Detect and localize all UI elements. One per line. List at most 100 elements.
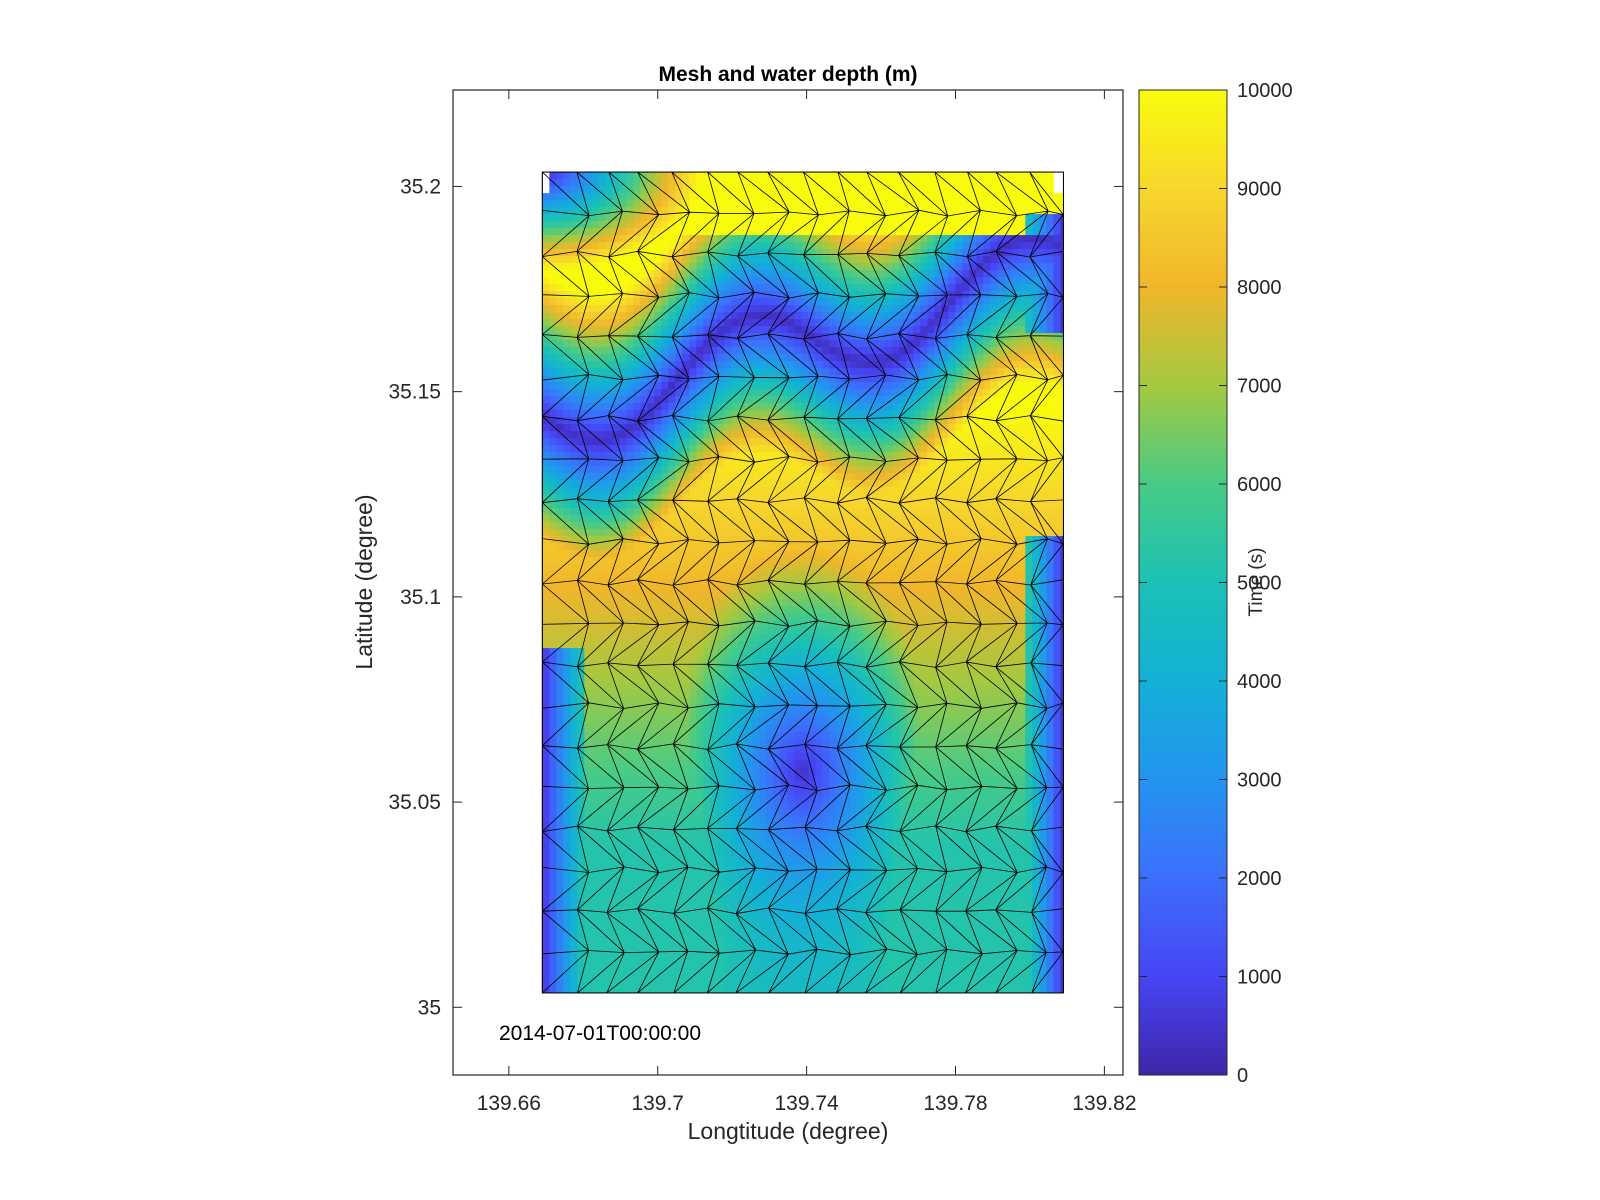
field-cell [773,466,781,474]
field-cell [549,186,557,194]
field-cell [906,522,914,530]
field-cell [934,235,942,243]
field-cell [913,263,921,271]
field-cell [570,606,578,614]
field-cell [605,207,613,215]
field-cell [885,494,893,502]
field-cell [612,522,620,530]
field-cell [654,242,662,250]
field-cell [822,193,830,201]
field-cell [717,634,725,642]
field-cell [633,459,641,467]
field-cell [822,585,830,593]
field-cell [703,410,711,418]
field-cell [878,613,886,621]
field-cell [717,564,725,572]
field-cell [892,221,900,229]
field-cell [549,256,557,264]
field-cell [948,620,956,628]
field-cell [794,403,802,411]
field-cell [703,522,711,530]
field-cell [549,347,557,355]
field-cell [689,333,697,341]
field-cell [668,459,676,467]
field-cell [794,179,802,187]
field-cell [899,368,907,376]
field-cell [976,200,984,208]
field-cell [563,382,571,390]
field-cell [899,214,907,222]
field-cell [549,361,557,369]
field-cell [1011,270,1019,278]
field-cell [563,417,571,425]
field-cell [906,319,914,327]
field-cell [1039,207,1047,215]
field-cell [633,438,641,446]
field-cell [1025,585,1033,593]
field-cell [871,389,879,397]
field-cell [857,249,865,257]
field-cell [619,417,627,425]
field-cell [752,494,760,502]
field-cell [927,452,935,460]
field-cell [822,564,830,572]
field-cell [668,312,676,320]
field-cell [892,606,900,614]
field-cell [745,501,753,509]
field-cell [913,494,921,502]
field-cell [1025,298,1033,306]
field-cell [605,515,613,523]
field-cell [962,627,970,635]
field-cell [556,403,564,411]
field-cell [913,480,921,488]
field-cell [794,571,802,579]
field-cell [570,186,578,194]
field-cell [801,466,809,474]
field-cell [913,249,921,257]
field-cell [731,270,739,278]
field-cell [794,627,802,635]
field-cell [1060,410,1064,418]
field-cell [619,403,627,411]
field-cell [773,599,781,607]
field-cell [850,452,858,460]
field-cell [570,585,578,593]
field-cell [920,424,928,432]
field-cell [696,403,704,411]
field-cell [626,592,634,600]
field-cell [556,347,564,355]
field-cell [766,557,774,565]
field-cell [1018,403,1026,411]
field-cell [745,529,753,537]
field-cell [899,221,907,229]
field-cell [913,473,921,481]
field-cell [983,494,991,502]
field-cell [822,501,830,509]
field-cell [1011,557,1019,565]
field-cell [920,459,928,467]
field-cell [633,179,641,187]
field-cell [892,340,900,348]
field-cell [731,613,739,621]
field-cell [1046,410,1054,418]
field-cell [759,284,767,292]
field-cell [843,417,851,425]
field-cell [815,284,823,292]
field-cell [829,242,837,250]
field-cell [1032,235,1040,243]
field-cell [976,249,984,257]
field-cell [857,221,865,229]
field-cell [934,333,942,341]
field-cell [626,529,634,537]
field-cell [983,256,991,264]
field-cell [682,599,690,607]
field-cell [843,256,851,264]
field-cell [1060,515,1064,523]
field-cell [696,508,704,516]
field-cell [780,249,788,257]
field-cell [773,585,781,593]
field-cell [843,522,851,530]
field-cell [745,578,753,586]
field-cell [633,235,641,243]
field-cell [668,508,676,516]
